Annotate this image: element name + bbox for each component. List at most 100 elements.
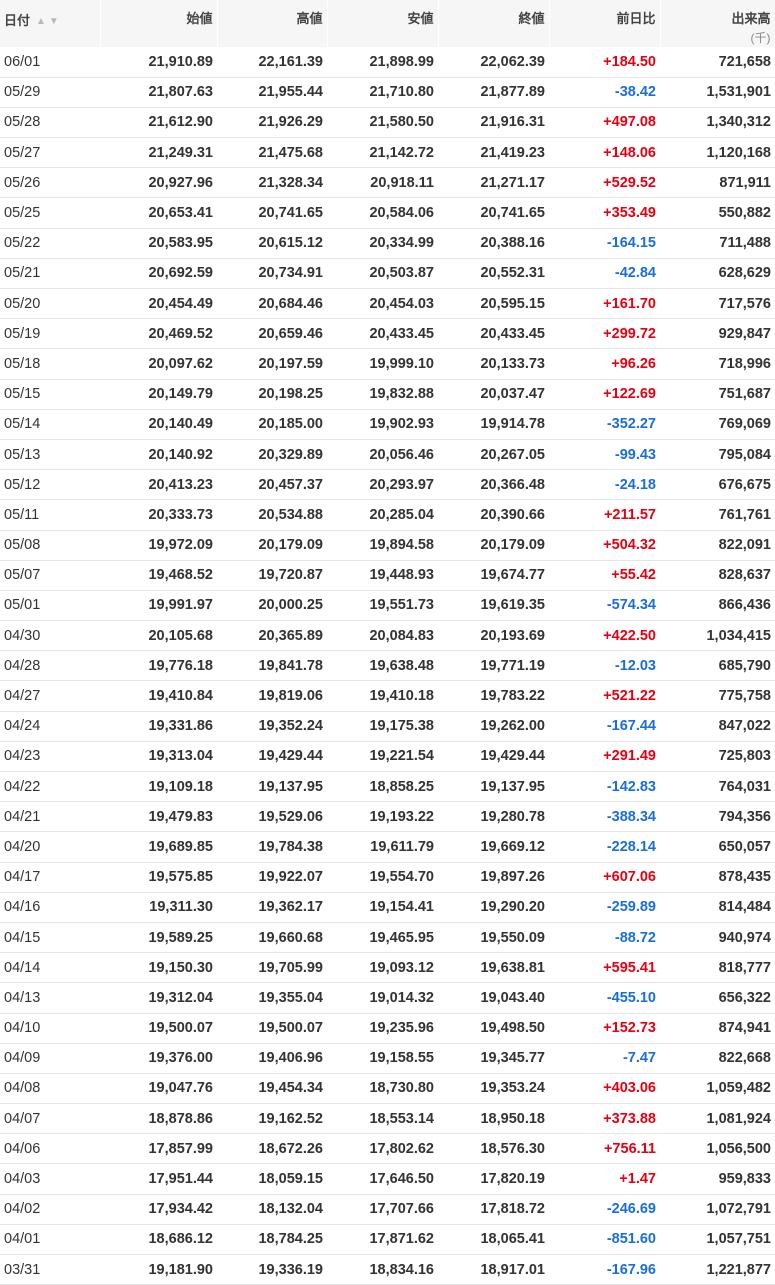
- high-price-cell: 22,161.39: [217, 47, 327, 78]
- low-price-cell: 20,084.83: [327, 620, 438, 652]
- table-row: 04/16 19,311.30 19,362.17 19,154.41 19,290.2…: [0, 892, 775, 923]
- table-row: 05/29 21,807.63 21,955.44 21,710.80 21,877.8…: [0, 77, 775, 108]
- date-cell: 05/28: [0, 107, 100, 139]
- date-cell: 04/27: [0, 680, 100, 712]
- volume-cell: 1,072,791: [660, 1194, 775, 1225]
- volume-cell: 795,084: [660, 439, 775, 471]
- volume-cell: 1,120,168: [660, 137, 775, 169]
- volume-cell: 718,996: [660, 348, 775, 380]
- change-cell: +152.73: [549, 1013, 660, 1044]
- high-price-cell: 19,137.95: [217, 771, 327, 803]
- close-price-cell: 18,950.18: [438, 1103, 549, 1135]
- open-price-cell: 19,311.30: [100, 892, 217, 923]
- table-row: 04/07 18,878.86 19,162.52 18,553.14 18,950.1…: [0, 1103, 775, 1135]
- open-price-cell: 17,934.42: [100, 1194, 217, 1225]
- change-cell: -38.42: [549, 77, 660, 108]
- date-cell: 04/24: [0, 711, 100, 742]
- open-price-cell: 19,313.04: [100, 741, 217, 773]
- low-price-cell: 20,293.97: [327, 469, 438, 501]
- table-row: 04/22 19,109.18 19,137.95 18,858.25 19,137.9…: [0, 771, 775, 803]
- open-price-cell: 17,951.44: [100, 1163, 217, 1195]
- change-cell: -167.96: [549, 1254, 660, 1285]
- date-cell: 04/13: [0, 982, 100, 1014]
- volume-cell: 1,081,924: [660, 1103, 775, 1135]
- change-cell: +529.52: [549, 167, 660, 199]
- table-header: 日付 ▲▼ 始値 高値 安値 終値 前日比 出来高 (千): [0, 0, 775, 47]
- header-row: 日付 ▲▼ 始値 高値 安値 終値 前日比 出来高 (千): [0, 0, 775, 47]
- high-price-cell: 19,819.06: [217, 680, 327, 712]
- sort-ascending-icon[interactable]: ▲: [36, 16, 49, 27]
- change-cell: +122.69: [549, 379, 660, 410]
- close-price-cell: 20,267.05: [438, 439, 549, 471]
- table-row: 05/15 20,149.79 20,198.25 19,832.88 20,037.4…: [0, 379, 775, 410]
- low-price-cell: 19,175.38: [327, 711, 438, 742]
- change-cell: +403.06: [549, 1073, 660, 1105]
- date-cell: 05/14: [0, 409, 100, 440]
- close-price-cell: 20,366.48: [438, 469, 549, 501]
- change-cell: -388.34: [549, 801, 660, 833]
- close-price-cell: 20,390.66: [438, 499, 549, 531]
- table-row: 05/28 21,612.90 21,926.29 21,580.50 21,916.3…: [0, 107, 775, 139]
- date-cell: 04/03: [0, 1163, 100, 1195]
- open-price-cell: 19,468.52: [100, 560, 217, 591]
- open-price-cell: 20,927.96: [100, 167, 217, 199]
- date-cell: 04/20: [0, 831, 100, 863]
- change-cell: -851.60: [549, 1224, 660, 1256]
- low-price-cell: 19,093.12: [327, 952, 438, 984]
- close-price-cell: 19,897.26: [438, 862, 549, 893]
- close-price-cell: 18,065.41: [438, 1224, 549, 1256]
- table-row: 05/14 20,140.49 20,185.00 19,902.93 19,914.7…: [0, 409, 775, 440]
- low-price-cell: 19,551.73: [327, 590, 438, 622]
- close-price-cell: 20,433.45: [438, 318, 549, 350]
- low-price-cell: 19,221.54: [327, 741, 438, 773]
- low-price-cell: 19,554.70: [327, 862, 438, 893]
- date-cell: 04/07: [0, 1103, 100, 1135]
- low-price-cell: 19,410.18: [327, 680, 438, 712]
- volume-cell: 794,356: [660, 801, 775, 833]
- volume-cell: 751,687: [660, 379, 775, 410]
- high-price-cell: 19,362.17: [217, 892, 327, 923]
- low-price-cell: 20,334.99: [327, 228, 438, 259]
- table-row: 03/31 19,181.90 19,336.19 18,834.16 18,917.0…: [0, 1254, 775, 1285]
- change-cell: +497.08: [549, 107, 660, 139]
- high-price-cell: 20,615.12: [217, 228, 327, 259]
- date-column-header[interactable]: 日付 ▲▼: [0, 0, 101, 47]
- volume-cell: 650,057: [660, 831, 775, 863]
- high-price-cell: 19,529.06: [217, 801, 327, 833]
- open-price-cell: 20,097.62: [100, 348, 217, 380]
- close-price-cell: 21,419.23: [438, 137, 549, 169]
- high-price-cell: 20,365.89: [217, 620, 327, 652]
- table-row: 05/12 20,413.23 20,457.37 20,293.97 20,366.4…: [0, 469, 775, 501]
- table-row: 04/03 17,951.44 18,059.15 17,646.50 17,820.1…: [0, 1163, 775, 1195]
- low-price-cell: 19,832.88: [327, 379, 438, 410]
- close-price-cell: 19,669.12: [438, 831, 549, 863]
- open-price-cell: 19,479.83: [100, 801, 217, 833]
- change-cell: +96.26: [549, 348, 660, 380]
- high-price-cell: 20,000.25: [217, 590, 327, 622]
- volume-cell: 1,531,901: [660, 77, 775, 108]
- close-price-cell: 19,262.00: [438, 711, 549, 742]
- table-row: 04/17 19,575.85 19,922.07 19,554.70 19,897.2…: [0, 862, 775, 893]
- volume-cell: 1,034,415: [660, 620, 775, 652]
- close-price-cell: 19,550.09: [438, 922, 549, 954]
- sort-descending-icon[interactable]: ▼: [48, 16, 62, 27]
- high-price-cell: 19,841.78: [217, 650, 327, 682]
- date-cell: 05/29: [0, 77, 100, 108]
- volume-cell: 929,847: [660, 318, 775, 350]
- change-column-header: 前日比: [549, 0, 661, 47]
- change-cell: +291.49: [549, 741, 660, 773]
- table-row: 04/15 19,589.25 19,660.68 19,465.95 19,550.0…: [0, 922, 775, 954]
- close-price-cell: 20,552.31: [438, 258, 549, 290]
- date-cell: 05/25: [0, 197, 100, 229]
- open-price-cell: 17,857.99: [100, 1133, 217, 1165]
- change-cell: -42.84: [549, 258, 660, 290]
- close-price-cell: 19,783.22: [438, 680, 549, 712]
- table-row: 04/06 17,857.99 18,672.26 17,802.62 18,576.3…: [0, 1133, 775, 1165]
- change-cell: -228.14: [549, 831, 660, 863]
- change-cell: +161.70: [549, 288, 660, 320]
- high-price-cell: 20,185.00: [217, 409, 327, 440]
- high-price-cell: 18,672.26: [217, 1133, 327, 1165]
- open-price-cell: 19,150.30: [100, 952, 217, 984]
- sort-controls[interactable]: ▲▼: [36, 16, 62, 27]
- close-price-cell: 19,498.50: [438, 1013, 549, 1044]
